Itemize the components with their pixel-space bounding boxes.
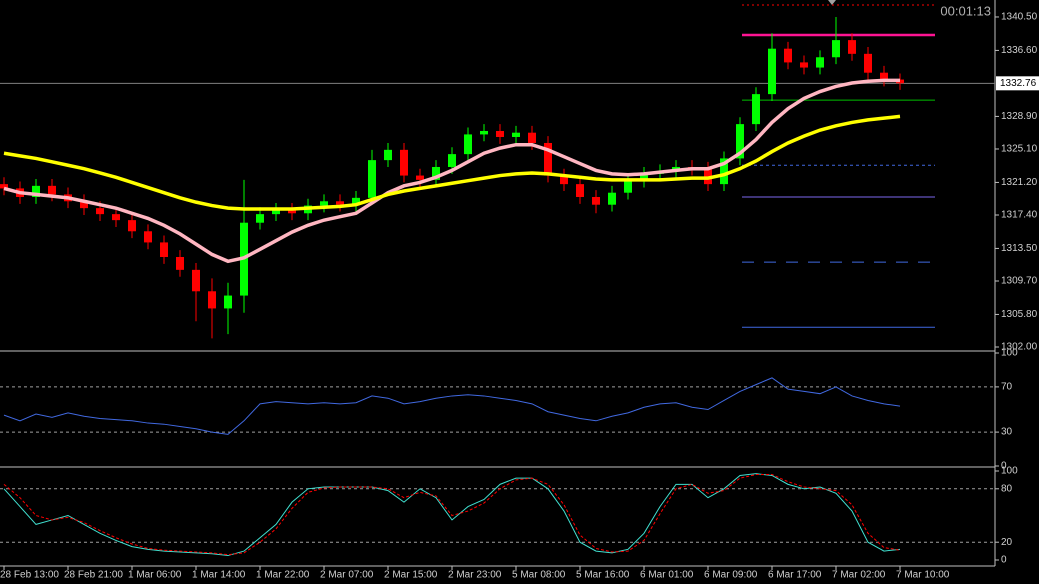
candle-body	[832, 40, 840, 58]
series-line	[3, 114, 901, 211]
candle-body	[48, 185, 56, 195]
y-tick-label: 0	[1001, 461, 1007, 472]
candle-body	[208, 291, 216, 309]
y-tick-label: 100	[1001, 348, 1018, 359]
y-tick-label: 100	[1001, 466, 1018, 477]
x-tick-label: 1 Mar 06:00	[128, 570, 182, 581]
x-tick-label: 2 Mar 15:00	[384, 570, 438, 581]
series-line	[3, 474, 901, 556]
candle-body	[768, 48, 776, 95]
y-tick-label: 1317.40	[1001, 210, 1038, 221]
last-price-box	[996, 76, 1039, 91]
x-tick-label: 28 Feb 13:00	[0, 570, 59, 581]
y-tick-label: 30	[1001, 427, 1013, 438]
y-tick-label: 1309.70	[1001, 276, 1038, 287]
x-tick-label: 2 Mar 07:00	[320, 570, 374, 581]
candle-body	[592, 196, 600, 205]
x-tick-label: 7 Mar 10:00	[896, 570, 950, 581]
series-line	[3, 78, 900, 264]
candle-body	[192, 269, 200, 292]
candle-body	[800, 62, 808, 68]
candle-body	[544, 142, 552, 176]
candle-body	[784, 48, 792, 63]
series-line	[3, 473, 901, 557]
y-tick-label: 1336.60	[1001, 45, 1038, 56]
y-tick-label: 1325.10	[1001, 144, 1038, 155]
candle-body	[32, 185, 40, 197]
candle-body	[256, 214, 264, 223]
x-tick-label: 5 Mar 16:00	[576, 570, 630, 581]
candle-body	[384, 149, 392, 161]
candle-body	[608, 192, 616, 205]
candle-body	[288, 209, 296, 214]
timer: 00:01:13	[940, 3, 991, 18]
candle-body	[176, 256, 184, 270]
x-tick-label: 6 Mar 17:00	[768, 570, 822, 581]
y-tick-label: 1321.20	[1001, 177, 1038, 188]
x-tick-label: 1 Mar 22:00	[256, 570, 310, 581]
candle-body	[128, 220, 136, 232]
y-tick-label: 1302.00	[1001, 342, 1038, 353]
candle-body	[448, 154, 456, 167]
y-tick-label: 1305.80	[1001, 309, 1038, 320]
x-tick-label: 6 Mar 09:00	[704, 570, 758, 581]
candle-body	[496, 130, 504, 137]
candle-body	[736, 124, 744, 159]
candle-body	[528, 132, 536, 143]
candle-body	[96, 208, 104, 215]
candle-body	[752, 94, 760, 125]
candle-body	[336, 201, 344, 205]
candle-body	[368, 160, 376, 198]
x-tick-label: 7 Mar 02:00	[832, 570, 886, 581]
candle-body	[880, 72, 888, 80]
x-tick-label: 1 Mar 14:00	[192, 570, 246, 581]
x-tick-label: 5 Mar 08:00	[512, 570, 566, 581]
candle-body	[848, 40, 856, 54]
candle-body	[480, 130, 488, 135]
candle-body	[576, 184, 584, 197]
y-tick-label: 80	[1001, 483, 1013, 494]
candle-body	[80, 201, 88, 209]
period-marker	[828, 0, 836, 5]
candle-body	[352, 197, 360, 205]
candle-body	[464, 134, 472, 155]
candle-body	[400, 149, 408, 176]
candle-body	[160, 242, 168, 257]
series-line	[3, 377, 901, 435]
candle-body	[432, 166, 440, 180]
candle-body	[624, 180, 632, 193]
x-tick-label: 6 Mar 01:00	[640, 570, 694, 581]
x-tick-label: 28 Feb 21:00	[64, 570, 123, 581]
y-tick-label: 20	[1001, 537, 1013, 548]
candle-body	[0, 184, 8, 189]
candle-body	[816, 57, 824, 68]
candle-body	[512, 132, 520, 137]
candle-body	[112, 214, 120, 221]
candle-body	[272, 209, 280, 215]
candle-body	[320, 201, 328, 206]
candle-body	[640, 173, 648, 181]
candle-body	[224, 295, 232, 309]
y-tick-label: 0	[1001, 555, 1007, 566]
x-tick-label: 2 Mar 23:00	[448, 570, 502, 581]
candle-body	[416, 175, 424, 180]
last-price-label: 1332.76	[1000, 78, 1037, 89]
candle-body	[720, 158, 728, 185]
y-tick-label: 1340.50	[1001, 12, 1038, 23]
candle-body	[144, 231, 152, 243]
candle-body	[864, 53, 872, 73]
y-tick-label: 1328.90	[1001, 111, 1038, 122]
y-tick-label: 70	[1001, 382, 1013, 393]
candle-body	[560, 175, 568, 185]
y-tick-label: 1313.50	[1001, 243, 1038, 254]
